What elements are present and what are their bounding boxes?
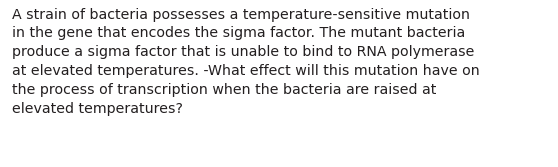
Text: A strain of bacteria possesses a temperature-sensitive mutation
in the gene that: A strain of bacteria possesses a tempera… <box>12 8 480 116</box>
